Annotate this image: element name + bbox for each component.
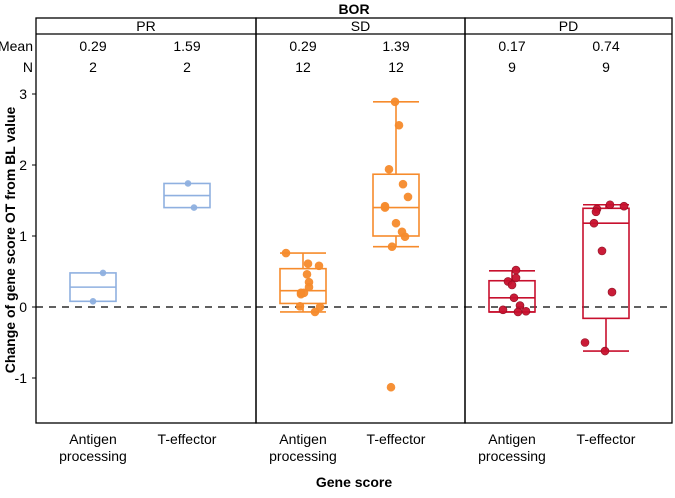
strip-label: PR: [136, 18, 155, 34]
data-point: [591, 207, 601, 217]
data-point: [304, 282, 314, 292]
mean-value: 0.74: [592, 38, 619, 54]
data-point: [384, 164, 394, 174]
data-point: [296, 289, 306, 299]
panel-border: [35, 17, 257, 424]
data-point: [190, 204, 198, 211]
mean-value: 0.29: [79, 38, 106, 54]
data-point: [387, 242, 397, 251]
strip-label: SD: [351, 18, 370, 34]
data-point: [589, 218, 599, 228]
mean-value: 1.39: [382, 38, 409, 54]
x-tick-label: processing: [59, 448, 127, 464]
data-point: [511, 273, 521, 283]
data-point: [314, 261, 324, 271]
x-tick-label: Antigen: [279, 431, 326, 447]
data-point: [605, 200, 615, 210]
data-point: [619, 201, 629, 211]
row-label-n: N: [23, 59, 33, 75]
y-axis-label: Change of gene score OT from BL value: [2, 107, 18, 374]
x-tick-label: Antigen: [488, 431, 535, 447]
data-point: [281, 248, 291, 258]
x-tick-label: processing: [478, 448, 546, 464]
data-point: [89, 298, 97, 305]
x-tick-label: processing: [269, 448, 337, 464]
y-tick-label: 0: [19, 299, 27, 315]
data-point: [302, 270, 312, 279]
data-point: [380, 203, 390, 212]
panel-border: [464, 17, 673, 424]
mean-value: 0.29: [289, 38, 316, 54]
x-tick-label: T-effector: [158, 431, 217, 447]
data-point: [310, 307, 320, 317]
data-point: [391, 218, 401, 228]
data-point: [400, 232, 410, 242]
data-point: [607, 287, 617, 297]
data-point: [403, 192, 413, 202]
data-point: [99, 269, 107, 277]
y-tick-label: 3: [19, 86, 27, 102]
row-label-mean: Mean: [0, 38, 33, 54]
data-point: [398, 179, 408, 189]
mean-value: 0.17: [498, 38, 525, 54]
n-value: 9: [602, 59, 610, 75]
x-tick-label: T-effector: [367, 431, 426, 447]
data-point: [390, 97, 400, 107]
n-value: 12: [295, 59, 311, 75]
data-point: [303, 259, 313, 268]
data-point: [580, 338, 590, 347]
data-point: [386, 382, 396, 392]
data-point: [394, 120, 404, 130]
data-point: [295, 301, 305, 311]
mean-value: 1.59: [173, 38, 200, 54]
box: [582, 207, 630, 320]
n-value: 2: [183, 59, 191, 75]
y-tick-label: 2: [19, 157, 27, 173]
box-group: 1.59 2 T-effector: [158, 38, 217, 447]
panel-border: [255, 17, 466, 424]
data-point: [507, 280, 517, 290]
y-axis: -1 0 1 2 3: [15, 86, 36, 386]
data-point: [184, 180, 192, 187]
data-point: [513, 307, 523, 317]
n-value: 2: [89, 59, 97, 75]
data-point: [597, 246, 607, 256]
data-point: [600, 346, 610, 356]
chart-title: BOR: [338, 1, 369, 17]
data-point: [509, 293, 519, 303]
data-point: [521, 306, 531, 316]
n-value: 9: [508, 59, 516, 75]
data-point: [498, 305, 508, 315]
data-point: [511, 265, 521, 275]
x-axis-label: Gene score: [316, 474, 392, 490]
box-group: 0.74 9 T-effector: [577, 38, 636, 447]
box: [372, 173, 420, 237]
y-tick-label: 1: [19, 228, 27, 244]
box-group: 1.39 12 T-effector: [367, 38, 426, 447]
strip-label: PD: [559, 18, 578, 34]
x-tick-label: T-effector: [577, 431, 636, 447]
y-tick-label: -1: [15, 370, 28, 386]
n-value: 12: [388, 59, 404, 75]
x-tick-label: Antigen: [69, 431, 116, 447]
